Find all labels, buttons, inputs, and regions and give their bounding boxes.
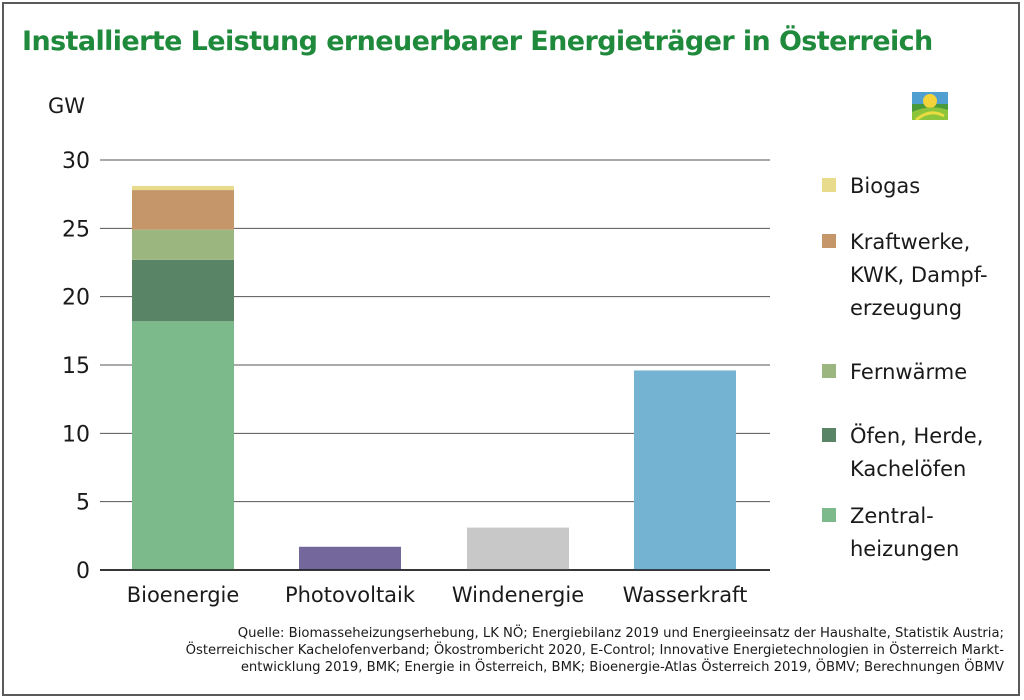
y-axis-unit: GW: [48, 94, 86, 118]
y-tick-label: 5: [76, 491, 90, 516]
y-tick-label: 15: [62, 354, 90, 379]
legend-swatch: [822, 178, 836, 192]
y-tick-label: 25: [62, 217, 90, 242]
legend-label: Öfen, Herde, Kachelöfen: [850, 424, 984, 481]
x-tick-label: Wasserkraft: [623, 583, 748, 607]
source-line: entwicklung 2019, BMK; Energie in Österr…: [240, 660, 1004, 675]
legend-label: Fernwärme: [850, 360, 968, 384]
bar-segment-bioenergie: [132, 321, 234, 570]
bar-segment-bioenergie: [132, 229, 234, 260]
x-tick-label: Windenergie: [452, 583, 584, 607]
y-tick-label: 0: [76, 559, 90, 584]
legend-label: Kraftwerke, KWK, Dampf- erzeugung: [850, 230, 988, 320]
legend-swatch: [822, 364, 836, 378]
bar-photovoltaik: [299, 546, 401, 570]
y-tick-label: 20: [62, 286, 90, 311]
bar-wasserkraft: [634, 370, 736, 570]
legend-label: Biogas: [850, 174, 921, 198]
x-tick-label: Photovoltaik: [285, 583, 416, 607]
logo-icon: [912, 92, 948, 120]
source-line: Österreichischer Kachelofenverband; Ökos…: [185, 643, 1004, 658]
legend-label: Zentral- heizungen: [850, 504, 960, 561]
bar-segment-bioenergie: [132, 190, 234, 230]
legend-swatch: [822, 234, 836, 248]
bar-segment-bioenergie: [132, 259, 234, 322]
bar-segment-bioenergie: [132, 185, 234, 191]
bar-windenergie: [467, 527, 569, 570]
legend-swatch: [822, 428, 836, 442]
x-tick-label: Bioenergie: [127, 583, 240, 607]
legend-swatch: [822, 508, 836, 522]
source-note: Quelle: Biomasseheizungserhebung, LK NÖ;…: [124, 625, 1004, 676]
source-line: Quelle: Biomasseheizungserhebung, LK NÖ;…: [237, 626, 1004, 641]
y-tick-label: 30: [62, 149, 90, 174]
y-tick-label: 10: [62, 422, 90, 447]
chart-title: Installierte Leistung erneuerbarer Energ…: [22, 26, 933, 57]
